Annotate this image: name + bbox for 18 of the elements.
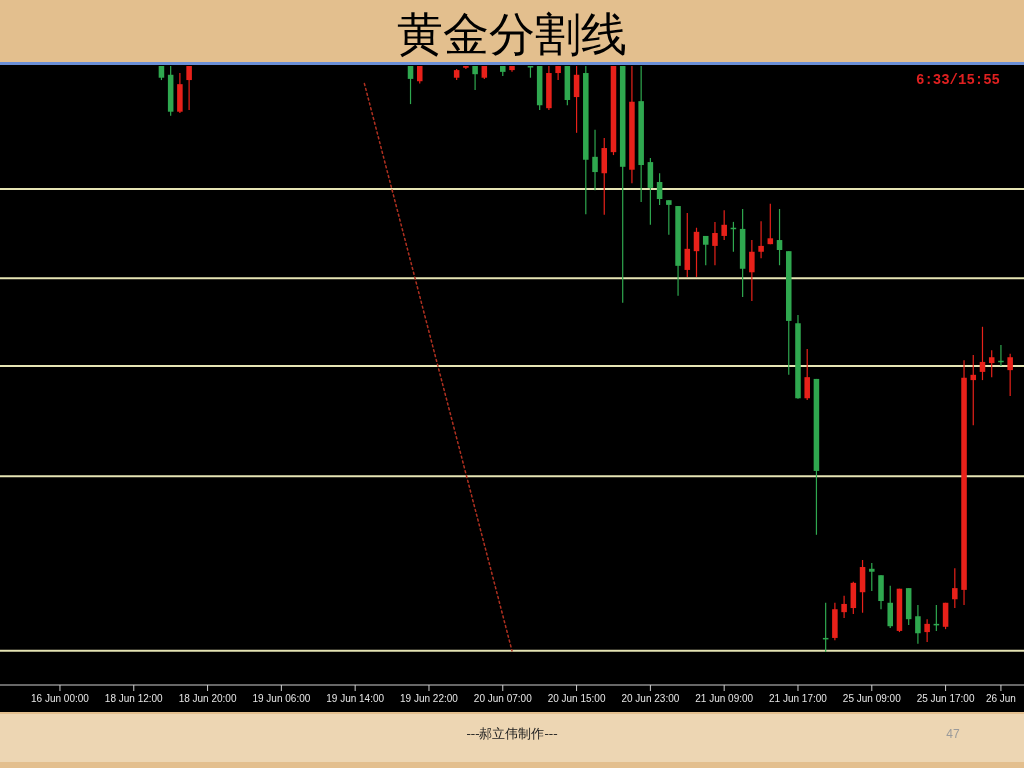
x-tick-label: 25 Jun 09:00 <box>842 693 902 704</box>
x-tick-label: 26 Jun <box>985 693 1016 704</box>
text: 47 <box>946 727 960 741</box>
x-tick-label: 20 Jun 15:00 <box>547 693 606 704</box>
x-tick-label: 18 Jun 20:00 <box>178 693 237 704</box>
x-tick-label: 18 Jun 12:00 <box>104 693 164 704</box>
x-tick-label: 19 Jun 14:00 <box>326 693 385 704</box>
chart-title: 黄金分割线 <box>397 9 627 60</box>
x-tick-label: 19 Jun 22:00 <box>400 693 459 704</box>
x-tick-label: 21 Jun 17:00 <box>769 693 828 704</box>
x-tick-label: 21 Jun 09:00 <box>695 693 754 704</box>
x-tick-label: 20 Jun 23:00 <box>621 693 680 704</box>
x-tick-label: 19 Jun 06:00 <box>252 693 311 704</box>
x-tick-label: 20 Jun 07:00 <box>473 693 533 704</box>
x-tick-label: 25 Jun 17:00 <box>916 693 975 704</box>
annotation: 6:33/15:55 <box>915 72 1000 88</box>
x-tick-label: 16 Jun 00:00 <box>31 693 90 704</box>
text: ---郝立伟制作--- <box>466 726 558 741</box>
